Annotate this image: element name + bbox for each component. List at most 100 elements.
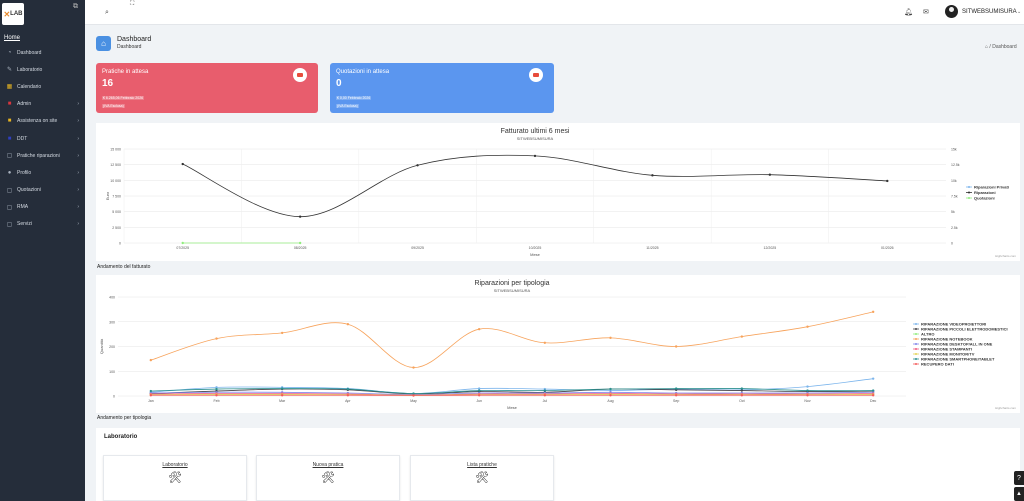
sidebar-item-assistenza-on-site[interactable]: ■ Assistenza on site ›: [0, 113, 85, 130]
home-link[interactable]: Home: [4, 35, 21, 41]
tile-label[interactable]: Laboratorio: [162, 462, 188, 468]
tile-lista-pratiche[interactable]: Lista pratiche 🛠: [410, 455, 554, 501]
card-quotazioni-in-attesa: Quotazioni in attesa 0 € 0,00 Febbraio 2…: [330, 63, 554, 113]
legend-marker: [915, 328, 917, 330]
data-point: [346, 323, 350, 326]
bell-icon[interactable]: 🔔︎: [904, 9, 913, 16]
avatar[interactable]: [945, 5, 958, 18]
box-icon: ▢: [6, 204, 13, 211]
y-axis-label: Quantità: [99, 338, 104, 354]
tools-icon: 🛠: [168, 472, 182, 484]
x-tick-label: 12/2025: [764, 246, 777, 250]
username[interactable]: SITWEBSUMISURA: [962, 9, 1017, 15]
x-tick-label: Feb: [213, 399, 219, 403]
legend-label: RIPARAZIONE SMARTPHONE/TABLET: [921, 356, 995, 361]
data-point: [477, 387, 481, 390]
tile-label[interactable]: Lista pratiche: [467, 462, 497, 468]
chart-fatturato: Fatturato ultimi 6 mesi SITWEBSUMISURA 0 0 2…: [96, 123, 1020, 261]
chevron-right-icon: ›: [77, 221, 79, 228]
scroll-top-icon[interactable]: ▲: [1014, 487, 1024, 501]
sidebar-item-quotazioni[interactable]: ▢ Quotazioni ›: [0, 182, 85, 199]
logo[interactable]: ✕ LAB: [2, 3, 24, 25]
sidebar-item-admin[interactable]: ■ Admin ›: [0, 96, 85, 113]
sidebar-item-calendario[interactable]: ▦ Calendario: [0, 78, 85, 95]
data-point: [215, 394, 218, 397]
x-tick-label: Apr: [345, 399, 351, 403]
data-point: [740, 387, 744, 390]
help-icon[interactable]: ?: [1014, 471, 1024, 485]
x-tick-label: 07/2025: [176, 246, 189, 250]
sidebar-item-label: Laboratorio: [17, 66, 43, 73]
sidebar-item-pratiche-riparazioni[interactable]: ▢ Pratiche riparazioni ›: [0, 147, 85, 164]
y-tick-label: 12 500: [110, 163, 121, 167]
data-point: [412, 394, 415, 397]
data-point: [477, 389, 481, 392]
tile-laboratorio[interactable]: Laboratorio 🛠: [103, 455, 247, 501]
data-point: [215, 386, 218, 389]
credits-label: Highcharts.com: [995, 406, 1016, 410]
legend-label: ALTRO: [921, 331, 934, 336]
user-icon: ●: [7, 169, 12, 176]
series-line: [150, 393, 874, 396]
gauge-icon: ◔: [7, 49, 12, 56]
y-tick-label: 15 000: [110, 148, 121, 152]
section-title: Laboratorio: [104, 434, 138, 440]
data-point: [149, 358, 153, 362]
sidebar-item-servizi[interactable]: ▢ Servizi ›: [0, 216, 85, 233]
y-tick-label: 300: [109, 320, 115, 324]
tile-label[interactable]: Nuova pratica: [312, 462, 344, 468]
legend-label: Quotazioni: [974, 195, 995, 200]
x-tick-label: Jan: [148, 399, 154, 403]
y-tick-label: 400: [109, 296, 115, 300]
data-point: [298, 215, 302, 218]
card-count: 0: [336, 78, 342, 89]
legend-marker: [968, 191, 970, 194]
fullscreen-icon[interactable]: ⛶: [130, 1, 135, 7]
chevron-down-icon[interactable]: ⌄: [1017, 9, 1022, 15]
sidebar-toggle-icon[interactable]: ⧉: [73, 3, 78, 10]
data-point: [740, 389, 744, 392]
y2-tick-label: 2.5k: [951, 226, 958, 230]
legend-marker: [915, 353, 917, 355]
sidebar-item-dashboard[interactable]: ◔ Dashboard: [0, 44, 85, 61]
data-point: [412, 392, 415, 395]
data-point: [280, 331, 284, 335]
x-tick-label: 09/2025: [411, 246, 424, 250]
mail-icon[interactable]: ✉: [923, 9, 929, 16]
sidebar-item-profilo[interactable]: ● Profilo ›: [0, 164, 85, 181]
data-point: [181, 241, 184, 245]
data-point: [886, 179, 889, 183]
video-icon[interactable]: [293, 68, 307, 82]
y2-tick-label: 0: [951, 242, 953, 246]
x-tick-label: Sep: [673, 399, 679, 403]
video-icon[interactable]: [529, 68, 543, 82]
tile-nuova-pratica[interactable]: Nuova pratica 🛠: [256, 455, 400, 501]
series-line: [150, 388, 874, 394]
data-point: [768, 173, 772, 176]
x-tick-label: 10/2025: [529, 246, 542, 250]
breadcrumb-item[interactable]: Dashboard: [992, 44, 1017, 50]
sidebar-item-ddt[interactable]: ■ DDT ›: [0, 130, 85, 147]
y-axis-label: Euro: [105, 191, 110, 200]
data-point: [149, 394, 153, 397]
sidebar-item-label: RMA: [17, 204, 29, 211]
legend-marker: [968, 197, 970, 199]
breadcrumb-home-icon[interactable]: ⌂: [985, 44, 989, 50]
search-icon[interactable]: ⌕: [105, 9, 109, 16]
sidebar-item-label: Servizi: [17, 221, 33, 228]
sidebar-item-laboratorio[interactable]: ✎ Laboratorio: [0, 61, 85, 78]
chevron-right-icon: ›: [77, 169, 79, 176]
y2-tick-label: 10k: [951, 179, 957, 183]
y-tick-label: 5 000: [112, 210, 121, 214]
y-tick-label: 200: [109, 345, 115, 349]
y2-tick-label: 15k: [951, 148, 957, 152]
data-point: [416, 164, 419, 167]
legend-marker: [915, 323, 917, 325]
sidebar-item-rma[interactable]: ▢ RMA ›: [0, 199, 85, 216]
briefcase-icon: ■: [7, 118, 12, 125]
data-point: [215, 337, 218, 340]
x-axis-label: Mese: [530, 252, 541, 257]
card-count: 16: [102, 78, 114, 89]
data-point: [674, 345, 678, 348]
